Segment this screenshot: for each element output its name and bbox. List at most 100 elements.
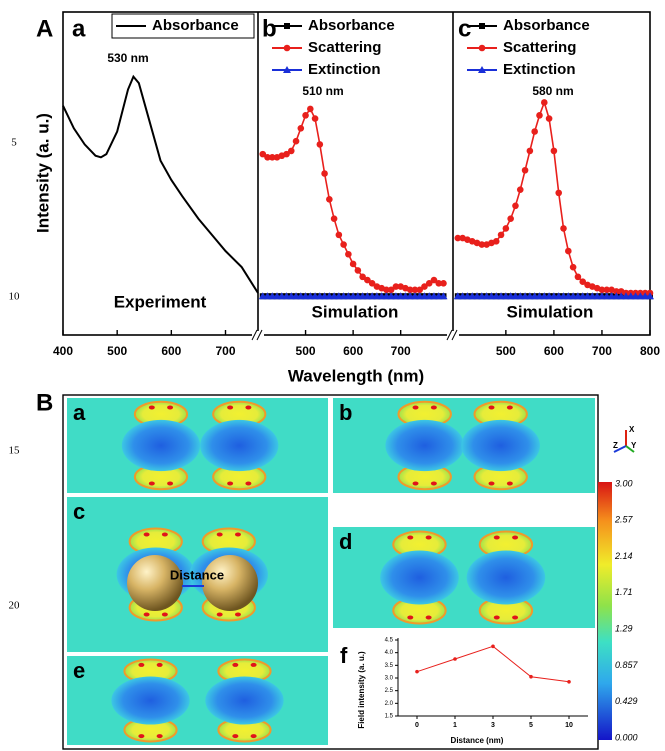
panel-label: b (339, 400, 352, 425)
hotspot-core (412, 481, 419, 486)
axis-break (256, 329, 263, 341)
line-number: 20 (9, 600, 21, 612)
hotspot-core (493, 535, 500, 540)
legend-label: Scattering (308, 39, 381, 56)
peak-annotation: 530 nm (107, 51, 148, 65)
hotspot-core (161, 532, 168, 537)
colorbar (598, 482, 612, 740)
x-axis-title: Distance (nm) (451, 736, 504, 745)
colorbar-label: 0.429 (615, 696, 638, 706)
marker (497, 231, 505, 239)
marker (392, 283, 400, 290)
hotspot-core (232, 734, 239, 739)
hotspot-core (488, 481, 495, 486)
hotspot-core (156, 662, 163, 667)
marker (349, 260, 357, 268)
hotspot-core (227, 405, 234, 410)
hotspot-core (425, 535, 432, 540)
panel-label: e (73, 658, 85, 683)
marker (502, 225, 510, 232)
axis-break (451, 329, 458, 341)
marker (421, 283, 428, 290)
marker (567, 680, 571, 684)
hotspot-core (148, 481, 155, 486)
axis-break (447, 331, 459, 340)
hotspot-core (148, 405, 155, 410)
marker (425, 280, 433, 287)
marker (345, 250, 352, 258)
marker (311, 115, 319, 122)
colorbar-label: 0.000 (615, 732, 638, 742)
panel-label: d (339, 529, 352, 554)
marker (283, 150, 290, 158)
marker (479, 23, 485, 29)
panel-label: b (262, 15, 277, 42)
marker (284, 23, 290, 29)
marker (478, 44, 486, 52)
axis-break (446, 329, 453, 341)
hotspot-core (216, 532, 223, 537)
marker (565, 247, 572, 255)
hotspot-core (245, 481, 252, 486)
hotspot-core (250, 734, 257, 739)
panel-label: c (73, 499, 85, 524)
marker (307, 105, 314, 113)
panel-label: a (72, 15, 86, 42)
x-tick-label: 700 (391, 344, 411, 358)
field-minimum (380, 550, 459, 605)
axis-icon-label: X (629, 425, 635, 434)
y-tick-label: 2.5 (385, 688, 394, 694)
colorbar-label: 0.857 (615, 660, 639, 670)
marker (531, 128, 538, 135)
marker (283, 66, 291, 73)
field-minimum (461, 419, 540, 472)
panel-label: A (36, 15, 53, 42)
x-tick-label: 10 (565, 722, 573, 729)
x-tick-label: 500 (496, 344, 516, 358)
marker (416, 286, 424, 294)
marker (491, 644, 495, 649)
marker (415, 669, 419, 674)
hotspot-core (506, 405, 513, 410)
panel-label: f (340, 643, 348, 668)
marker (368, 280, 376, 287)
y-tick-label: 3.0 (385, 676, 394, 682)
marker (259, 150, 267, 158)
y-tick-label: 4.5 (385, 638, 394, 644)
hotspot-core (138, 734, 145, 739)
hotspot-core (407, 615, 414, 620)
field-minimum (111, 676, 190, 725)
colorbar-label: 3.00 (615, 478, 633, 488)
marker (321, 170, 328, 177)
marker (574, 273, 582, 281)
marker (439, 292, 448, 300)
y-axis-title: Field intensity (a. u.) (357, 651, 366, 729)
field-minimum (205, 676, 284, 725)
marker (516, 186, 524, 193)
distance-label: Distance (170, 567, 224, 582)
legend-label: Extinction (308, 61, 381, 78)
x-tick-label: 500 (296, 344, 316, 358)
marker (383, 286, 390, 294)
x-tick-label: 400 (53, 344, 73, 358)
hotspot-core (156, 734, 163, 739)
x-tick-label: 600 (161, 344, 181, 358)
axis-icon-label: Y (631, 441, 637, 450)
panel-label: B (36, 389, 53, 416)
marker (613, 288, 620, 295)
marker (540, 99, 548, 106)
x-tick-label: 700 (592, 344, 612, 358)
marker (264, 154, 271, 161)
y-axis-title: Intensity (a. u.) (33, 113, 52, 233)
marker (603, 286, 611, 294)
x-tick-label: 600 (544, 344, 564, 358)
marker (579, 278, 587, 286)
marker (330, 215, 338, 223)
line (457, 99, 650, 294)
legend-label: Extinction (503, 61, 576, 78)
hotspot-core (167, 481, 174, 486)
caption: Simulation (507, 302, 594, 321)
field-minimum (385, 419, 465, 472)
field-minimum (466, 550, 546, 605)
